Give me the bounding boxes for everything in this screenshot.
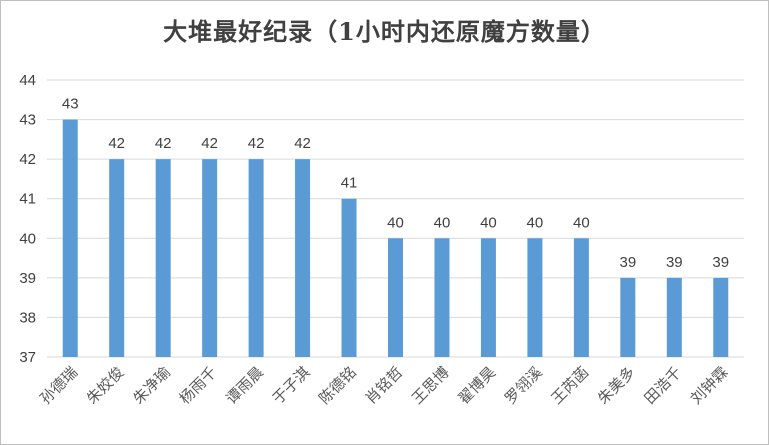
- data-label: 41: [341, 175, 358, 192]
- data-label: 40: [527, 214, 544, 231]
- x-tick-label: 于子淇: [269, 363, 314, 408]
- y-tick-label: 39: [19, 270, 36, 287]
- chart-title: 大堆最好纪录（1小时内还原魔方数量）: [163, 17, 606, 46]
- data-label: 40: [480, 214, 497, 231]
- x-tick-label: 田浩千: [641, 363, 686, 408]
- x-tick-label: 王思博: [408, 363, 453, 408]
- y-tick-label: 40: [19, 230, 36, 247]
- x-tick-label: 陈德铭: [315, 363, 360, 408]
- data-label: 42: [108, 135, 125, 152]
- bar: [295, 159, 311, 357]
- bar: [248, 159, 264, 357]
- x-tick-label: 朱净瑜: [129, 363, 174, 408]
- y-tick-label: 38: [19, 309, 36, 326]
- x-tick-label: 肖铭哲: [362, 363, 407, 408]
- y-tick-label: 43: [19, 112, 36, 129]
- x-tick-label: 翟博昊: [455, 363, 500, 408]
- bar: [202, 159, 218, 357]
- data-label: 43: [62, 96, 79, 113]
- data-label: 40: [434, 214, 451, 231]
- data-label: 39: [619, 254, 636, 271]
- x-tick-label: 孙德瑞: [37, 363, 82, 408]
- bar: [109, 159, 125, 357]
- x-tick-label: 刘钟霖: [687, 363, 732, 408]
- x-tick-label: 朱姣俊: [83, 363, 128, 408]
- bar: [388, 238, 403, 357]
- bar: [434, 238, 450, 357]
- x-tick-label: 王芮菡: [548, 363, 593, 408]
- bar: [573, 238, 589, 357]
- bar: [666, 277, 682, 357]
- data-label: 42: [294, 135, 311, 152]
- y-tick-label: 44: [19, 72, 36, 89]
- data-label: 40: [573, 214, 590, 231]
- data-label: 42: [155, 135, 172, 152]
- x-tick-label: 罗翎溪: [501, 363, 546, 408]
- data-label: 42: [248, 135, 265, 152]
- bar: [480, 238, 496, 357]
- bar: [155, 159, 171, 357]
- bar: [62, 119, 78, 357]
- data-label: 39: [712, 254, 729, 271]
- bar: [527, 238, 543, 357]
- x-tick-label: 谭雨晨: [222, 363, 267, 408]
- x-tick-label: 杨雨千: [176, 363, 221, 408]
- bar: [341, 198, 357, 357]
- data-label: 39: [666, 254, 683, 271]
- bar: [713, 277, 729, 357]
- x-tick-label: 朱美多: [594, 363, 639, 408]
- bar: [620, 277, 636, 357]
- data-label: 42: [201, 135, 218, 152]
- y-tick-label: 42: [19, 151, 36, 168]
- y-tick-label: 41: [19, 191, 36, 208]
- data-label: 40: [387, 214, 404, 231]
- y-tick-label: 37: [19, 349, 36, 366]
